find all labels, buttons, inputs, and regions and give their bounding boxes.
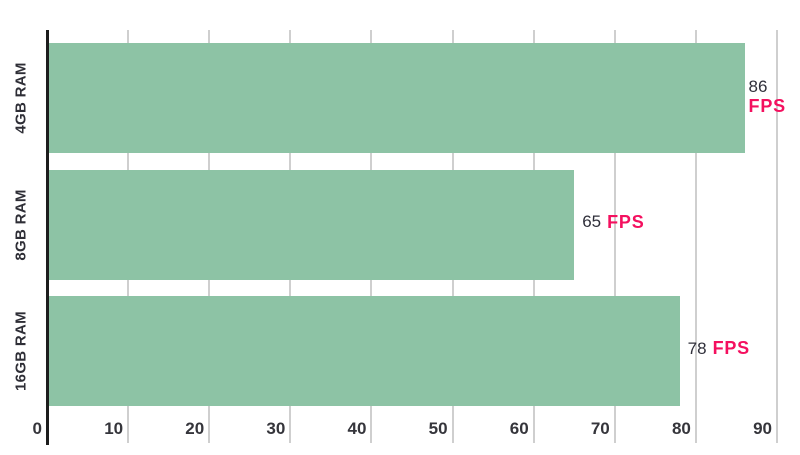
x-tick-label: 60 — [509, 419, 529, 438]
category-label: 8GB RAM — [12, 189, 30, 261]
value-label: 86 FPS — [749, 78, 786, 116]
value-number: 65 — [582, 212, 602, 232]
x-tick-label: 70 — [590, 419, 610, 438]
x-tick-label: 80 — [671, 419, 691, 438]
gridline-x-80 — [694, 30, 697, 443]
bar-16gb-ram — [49, 296, 680, 407]
gridline-x-70 — [613, 30, 616, 443]
value-label: 65 FPS — [582, 211, 645, 232]
value-suffix-fps: FPS — [748, 95, 786, 116]
bar-8gb-ram — [49, 169, 575, 280]
value-number: 86 — [748, 77, 768, 96]
value-number: 78 — [687, 338, 707, 358]
category-label: 4GB RAM — [12, 62, 30, 134]
x-tick-label: 0 — [32, 419, 42, 438]
x-tick-label: 30 — [266, 419, 286, 438]
x-tick-label: 50 — [428, 419, 448, 438]
bar-4gb-ram — [49, 43, 745, 153]
gridline-x-90 — [776, 30, 778, 443]
value-label: 78 FPS — [688, 339, 750, 358]
x-tick-label: 20 — [185, 419, 205, 438]
y-axis-line — [46, 30, 49, 445]
x-tick-label: 90 — [753, 419, 772, 438]
category-label: 16GB RAM — [12, 311, 30, 392]
value-suffix-fps: FPS — [712, 338, 750, 359]
value-suffix-fps: FPS — [607, 211, 645, 232]
x-tick-label: 40 — [347, 419, 367, 438]
x-tick-label: 10 — [104, 419, 124, 438]
